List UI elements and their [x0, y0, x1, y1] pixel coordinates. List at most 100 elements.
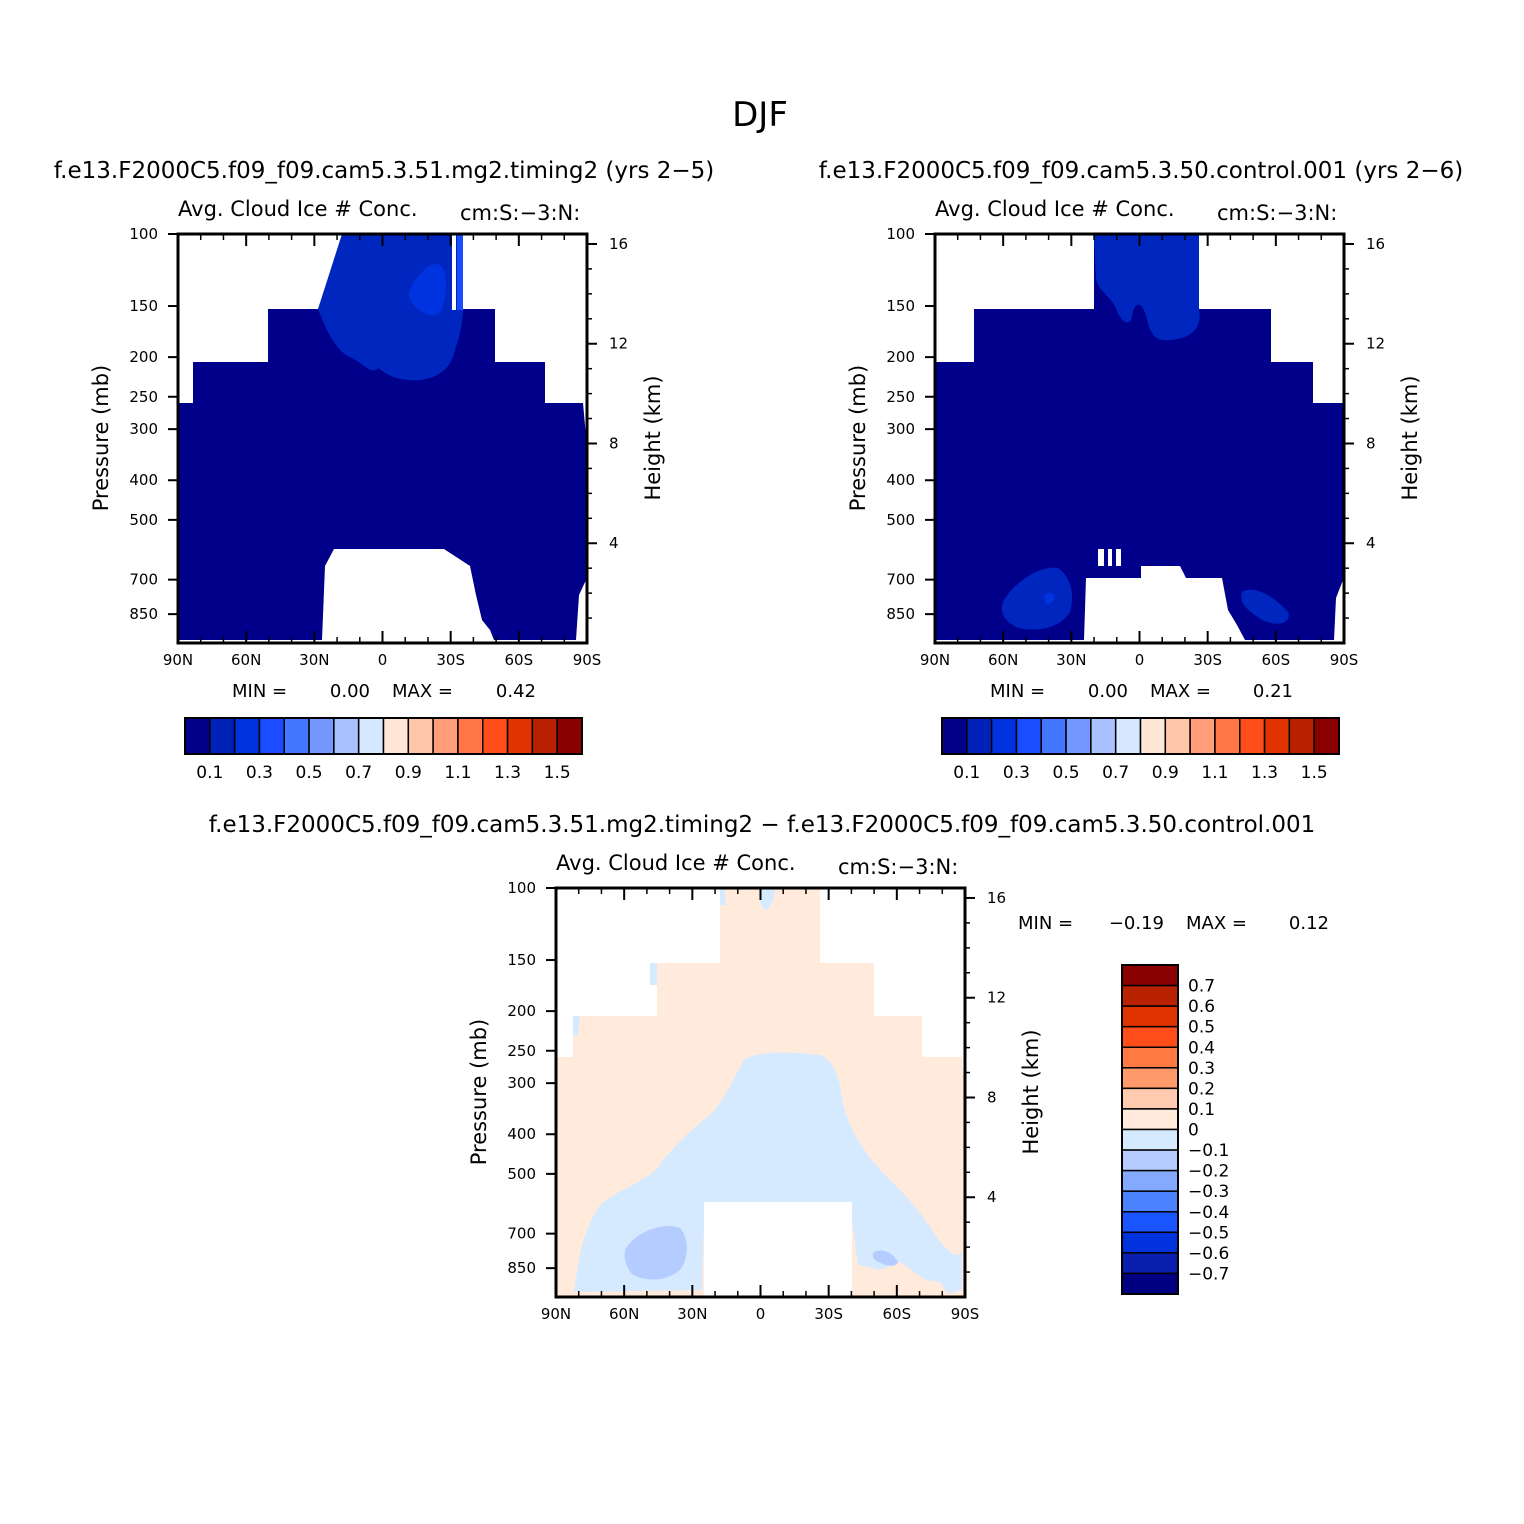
colorbar-label: 1.1	[1201, 763, 1228, 783]
min-value: 0.00	[1088, 681, 1128, 702]
x-tick-label: 30S	[1193, 651, 1222, 669]
variable-title: Avg. Cloud Ice # Conc.	[935, 197, 1175, 221]
y-tick-label: 850	[507, 1259, 536, 1277]
field-negative-top	[759, 888, 775, 910]
colorbar-label: 0.1	[953, 763, 980, 783]
x-tick-label: 0	[1135, 651, 1145, 669]
variable-title: Avg. Cloud Ice # Conc.	[556, 851, 796, 875]
y-tick-label: 150	[129, 297, 158, 315]
colorbar-swatch	[556, 717, 583, 755]
x-tick-label: 60S	[883, 1305, 912, 1323]
y2-tick-label: 16	[1366, 235, 1385, 253]
panel-control: f.e13.F2000C5.f09_f09.cam5.3.50.control.…	[819, 158, 1463, 783]
colorbar-swatch	[1121, 1211, 1179, 1234]
colorbar-swatch	[1121, 1252, 1179, 1275]
y-tick-label: 500	[129, 511, 158, 529]
y-tick-label: 500	[886, 511, 915, 529]
colorbar-label: −0.6	[1188, 1244, 1229, 1264]
colorbar-label: −0.1	[1188, 1141, 1229, 1161]
colorbar-swatch	[1189, 717, 1216, 755]
y2-axis-label: Height (km)	[1398, 375, 1422, 500]
max-value: 0.12	[1289, 913, 1329, 934]
colorbar-label: −0.5	[1188, 1223, 1229, 1243]
colorbar-swatch	[1121, 984, 1179, 1007]
y2-ticks: 16 12 8 4	[587, 235, 628, 619]
y-tick-label: 850	[129, 605, 158, 623]
colorbar-swatch	[1121, 1087, 1179, 1110]
colorbar-swatch	[457, 717, 484, 755]
colorbar-swatch	[432, 717, 459, 755]
colorbar-swatch	[1164, 717, 1191, 755]
y-tick-label: 200	[886, 348, 915, 366]
x-tick-label: 30S	[436, 651, 465, 669]
x-tick-label: 30N	[1056, 651, 1086, 669]
field-negative-strip	[720, 888, 726, 905]
colorbar-swatch	[1121, 964, 1179, 987]
colorbar-label: 1.5	[1301, 763, 1328, 783]
colorbar-swatch	[1121, 1046, 1179, 1069]
y-axis-label: Pressure (mb)	[846, 365, 870, 512]
y2-tick-label: 8	[987, 1088, 997, 1106]
variable-title: Avg. Cloud Ice # Conc.	[178, 197, 418, 221]
colorbar-label: 1.1	[444, 763, 471, 783]
colorbar-label: 0.5	[1053, 763, 1080, 783]
y-tick-label: 250	[129, 388, 158, 406]
colorbar-label: 0.3	[1188, 1059, 1215, 1079]
x-tick-label: 90N	[920, 651, 950, 669]
colorbar-swatch	[333, 717, 360, 755]
x-tick-label: 60S	[505, 651, 534, 669]
x-tick-label: 0	[756, 1305, 766, 1323]
x-tick-label: 60S	[1262, 651, 1291, 669]
colorbar-swatch	[1121, 1128, 1179, 1151]
colorbar-swatch	[1121, 1149, 1179, 1172]
field-negative-3	[872, 1250, 898, 1266]
panel-difference: f.e13.F2000C5.f09_f09.cam5.3.51.mg2.timi…	[209, 812, 1329, 1323]
y-tick-label: 400	[129, 471, 158, 489]
y-ticks: 100 150 200 250 300 400 500 700 850	[129, 225, 178, 623]
x-ticks: 90N 60N 30N 0 30S 60S 90S	[163, 234, 601, 669]
y2-tick-label: 8	[609, 434, 619, 452]
colorbar-label: 0.7	[1188, 977, 1215, 997]
colorbar-swatch	[258, 717, 285, 755]
field-negative-side2	[650, 963, 657, 985]
y2-tick-label: 4	[1366, 534, 1376, 552]
y-ticks: 100 150 200 250 300 400 500 700 850	[507, 879, 556, 1277]
y-tick-label: 150	[886, 297, 915, 315]
field-strip	[452, 234, 456, 310]
colorbar-swatch	[941, 717, 968, 755]
colorbar-frame	[1121, 964, 1179, 1295]
x-tick-label: 30S	[814, 1305, 843, 1323]
max-value: 0.21	[1253, 681, 1293, 702]
x-tick-label: 0	[378, 651, 388, 669]
y2-tick-label: 8	[1366, 434, 1376, 452]
colorbar-swatch	[1121, 1169, 1179, 1192]
field-level-1	[1094, 234, 1200, 341]
units-label: cm:S:−3:N:	[838, 855, 958, 879]
colorbar-swatch	[966, 717, 993, 755]
y-tick-label: 500	[507, 1165, 536, 1183]
colorbar-label: 0.6	[1188, 997, 1215, 1017]
max-label: MAX =	[1186, 913, 1247, 934]
x-tick-label: 90S	[951, 1305, 980, 1323]
colorbar-swatch	[1288, 717, 1315, 755]
colorbar-swatch	[1121, 1272, 1179, 1295]
colorbar-swatch	[990, 717, 1018, 755]
colorbar-swatch	[407, 717, 434, 755]
field-level-2	[408, 264, 447, 315]
units-label: cm:S:−3:N:	[460, 201, 580, 225]
y-tick-label: 200	[507, 1002, 536, 1020]
y-tick-label: 300	[129, 420, 158, 438]
colorbar-label: 0.9	[1152, 763, 1179, 783]
x-tick-label: 90S	[1330, 651, 1359, 669]
y2-tick-label: 12	[1366, 335, 1385, 353]
x-tick-label: 90N	[541, 1305, 571, 1323]
field-gaps	[1086, 549, 1222, 640]
colorbar-swatch	[1263, 717, 1291, 755]
colorbar-swatch	[233, 717, 261, 755]
colorbar-swatch	[209, 717, 236, 755]
colorbar-swatch	[482, 717, 509, 755]
colorbar-frame	[184, 717, 583, 755]
colorbar-vertical: 0.70.60.50.40.30.20.10−0.1−0.2−0.3−0.4−0…	[1121, 964, 1229, 1295]
colorbar-label: 0.1	[1188, 1100, 1215, 1120]
y2-tick-label: 12	[609, 335, 628, 353]
